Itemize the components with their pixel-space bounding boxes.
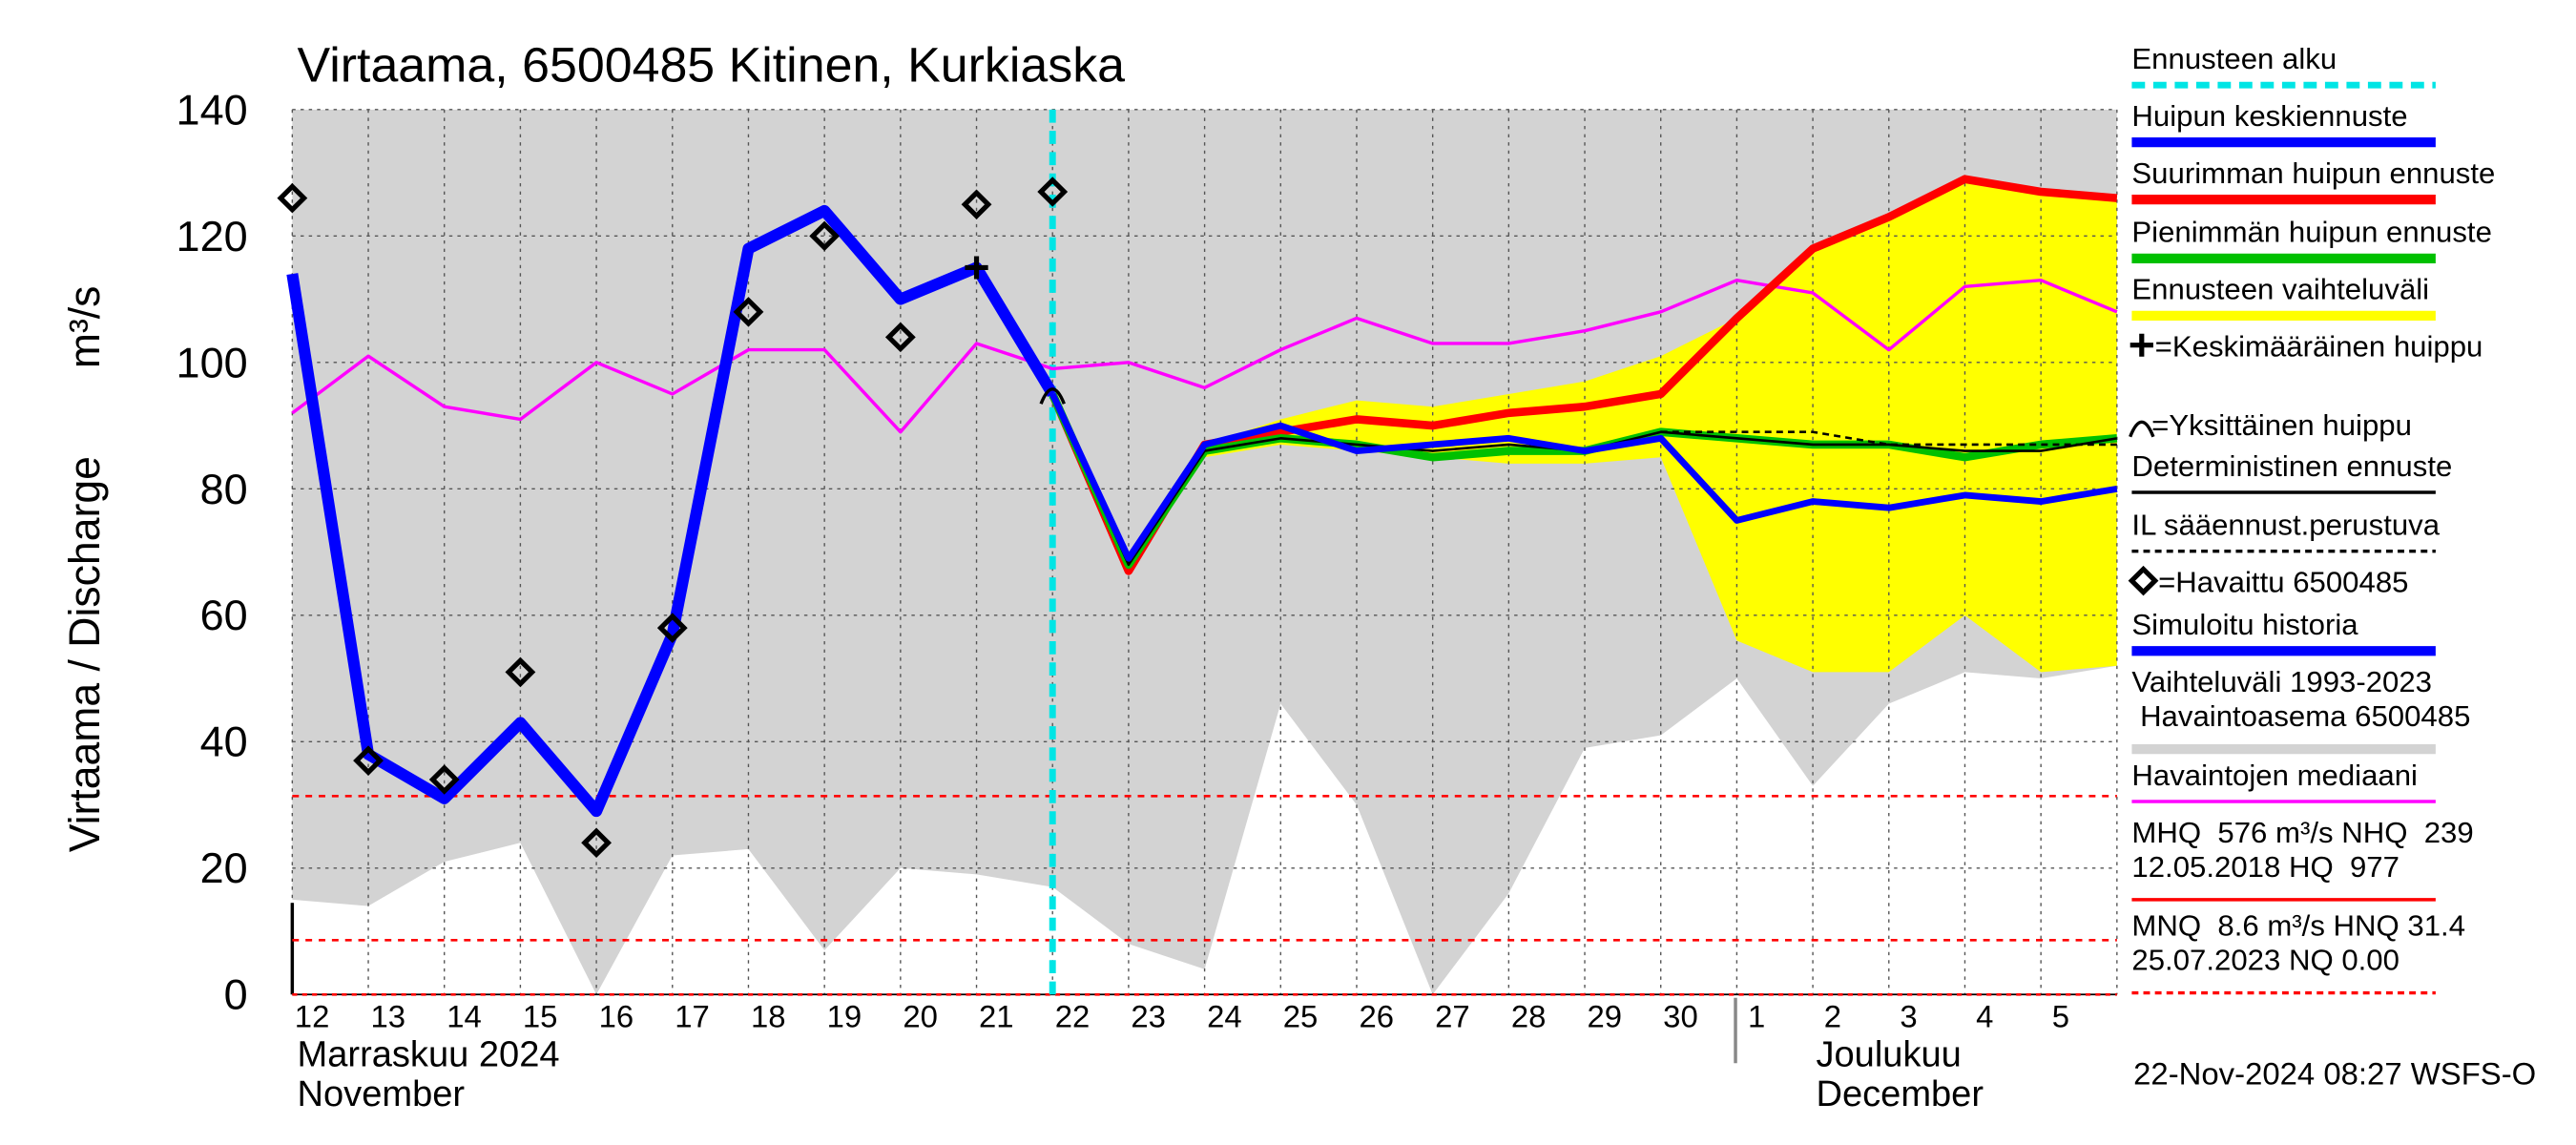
series-line: [1049, 392, 2118, 562]
legend-label: Havaintojen mediaani: [2131, 759, 2418, 792]
legend-label: Pienimmän huipun ennuste: [2131, 216, 2491, 249]
y-axis-label: Virtaama / Discharge: [61, 456, 109, 852]
legend-label: MHQ 576 m³/s NHQ 239: [2131, 816, 2473, 849]
x-tick-label: 21: [979, 999, 1014, 1034]
chart-title: Virtaama, 6500485 Kitinen, Kurkiaska: [298, 37, 1126, 93]
legend-label: IL sääennust.perustuva: [2131, 509, 2440, 542]
range-band: [1204, 178, 2117, 673]
x-tick-label: 13: [371, 999, 406, 1034]
x-tick-label: 22: [1055, 999, 1091, 1034]
legend-label: =Yksittäinen huippu: [2151, 408, 2412, 442]
x-tick-label: 29: [1588, 999, 1623, 1034]
y-tick-label: 40: [200, 718, 248, 766]
single-peak-marker: [2129, 420, 2155, 438]
x-tick-label: 2: [1824, 999, 1841, 1034]
observed-marker: [277, 182, 308, 214]
observed-marker: [884, 322, 916, 353]
legend-label: Suurimman huipun ennuste: [2131, 156, 2495, 190]
x-tick-label: 23: [1131, 999, 1166, 1034]
observed-marker: [809, 220, 841, 252]
x-tick-label: 14: [447, 999, 482, 1034]
observed-marker: [1037, 177, 1069, 207]
x-tick-label: 4: [1976, 999, 1993, 1034]
mean-peak-marker: [2129, 333, 2153, 357]
legend-label: =Keskimääräinen huippu: [2155, 330, 2483, 364]
y-tick-label: 80: [200, 466, 248, 513]
x-tick-label: 24: [1207, 999, 1242, 1034]
y-tick-label: 20: [200, 844, 248, 892]
y-tick-label: 100: [177, 339, 248, 386]
legend-label: Simuloitu historia: [2131, 608, 2358, 641]
series-line: [291, 279, 2118, 434]
observed-marker: [961, 189, 992, 219]
x-tick-label: 17: [675, 999, 710, 1034]
x-tick-label: 12: [295, 999, 330, 1034]
legend-label: MNQ 8.6 m³/s HNQ 31.4: [2131, 909, 2465, 943]
legend-label: Havaintoasema 6500485: [2131, 699, 2470, 733]
month-label: December: [1816, 1074, 1984, 1114]
observed-marker: [733, 297, 764, 327]
x-tick-label: 26: [1359, 999, 1394, 1034]
single-peak-marker: [1039, 387, 1066, 405]
y-tick-label: 120: [177, 213, 248, 260]
month-label: November: [298, 1074, 466, 1114]
y-tick-label: 0: [224, 971, 248, 1019]
x-tick-label: 19: [827, 999, 862, 1034]
observed-marker: [505, 656, 536, 688]
legend-label: Ennusteen vaihteluväli: [2131, 273, 2429, 306]
legend-label: 12.05.2018 HQ 977: [2131, 850, 2399, 884]
observed-marker: [353, 745, 384, 776]
x-tick-label: 25: [1283, 999, 1319, 1034]
y-tick-label: 140: [177, 86, 248, 134]
series-line: [286, 204, 1058, 818]
legend-label: Huipun keskiennuste: [2131, 99, 2407, 133]
x-tick-label: 30: [1663, 999, 1698, 1034]
observed-marker: [656, 613, 688, 643]
footer: 22-Nov-2024 08:27 WSFS-O: [2133, 1056, 2536, 1092]
legend-label: 25.07.2023 NQ 0.00: [2131, 944, 2399, 977]
legend-label: Ennusteen alku: [2131, 42, 2337, 75]
x-tick-label: 3: [1900, 999, 1917, 1034]
x-tick-label: 1: [1748, 999, 1765, 1034]
observed-marker: [2128, 565, 2159, 596]
legend-label: Vaihteluväli 1993-2023: [2131, 665, 2432, 698]
x-tick-label: 20: [903, 999, 938, 1034]
legend-label: =Havaittu 6500485: [2158, 566, 2408, 599]
x-tick-label: 5: [2052, 999, 2069, 1034]
x-tick-label: 18: [751, 999, 786, 1034]
month-label: Joulukuu: [1816, 1035, 1961, 1075]
x-tick-label: 16: [599, 999, 634, 1034]
x-tick-label: 27: [1435, 999, 1470, 1034]
observed-marker: [428, 764, 460, 795]
y-axis-unit: m³/s: [61, 286, 109, 369]
month-label: Marraskuu 2024: [298, 1035, 560, 1075]
mean-peak-marker: [965, 256, 988, 280]
observed-marker: [581, 827, 613, 859]
legend-label: Deterministinen ennuste: [2131, 449, 2452, 483]
x-tick-label: 15: [523, 999, 558, 1034]
x-tick-label: 28: [1511, 999, 1547, 1034]
y-tick-label: 60: [200, 592, 248, 639]
